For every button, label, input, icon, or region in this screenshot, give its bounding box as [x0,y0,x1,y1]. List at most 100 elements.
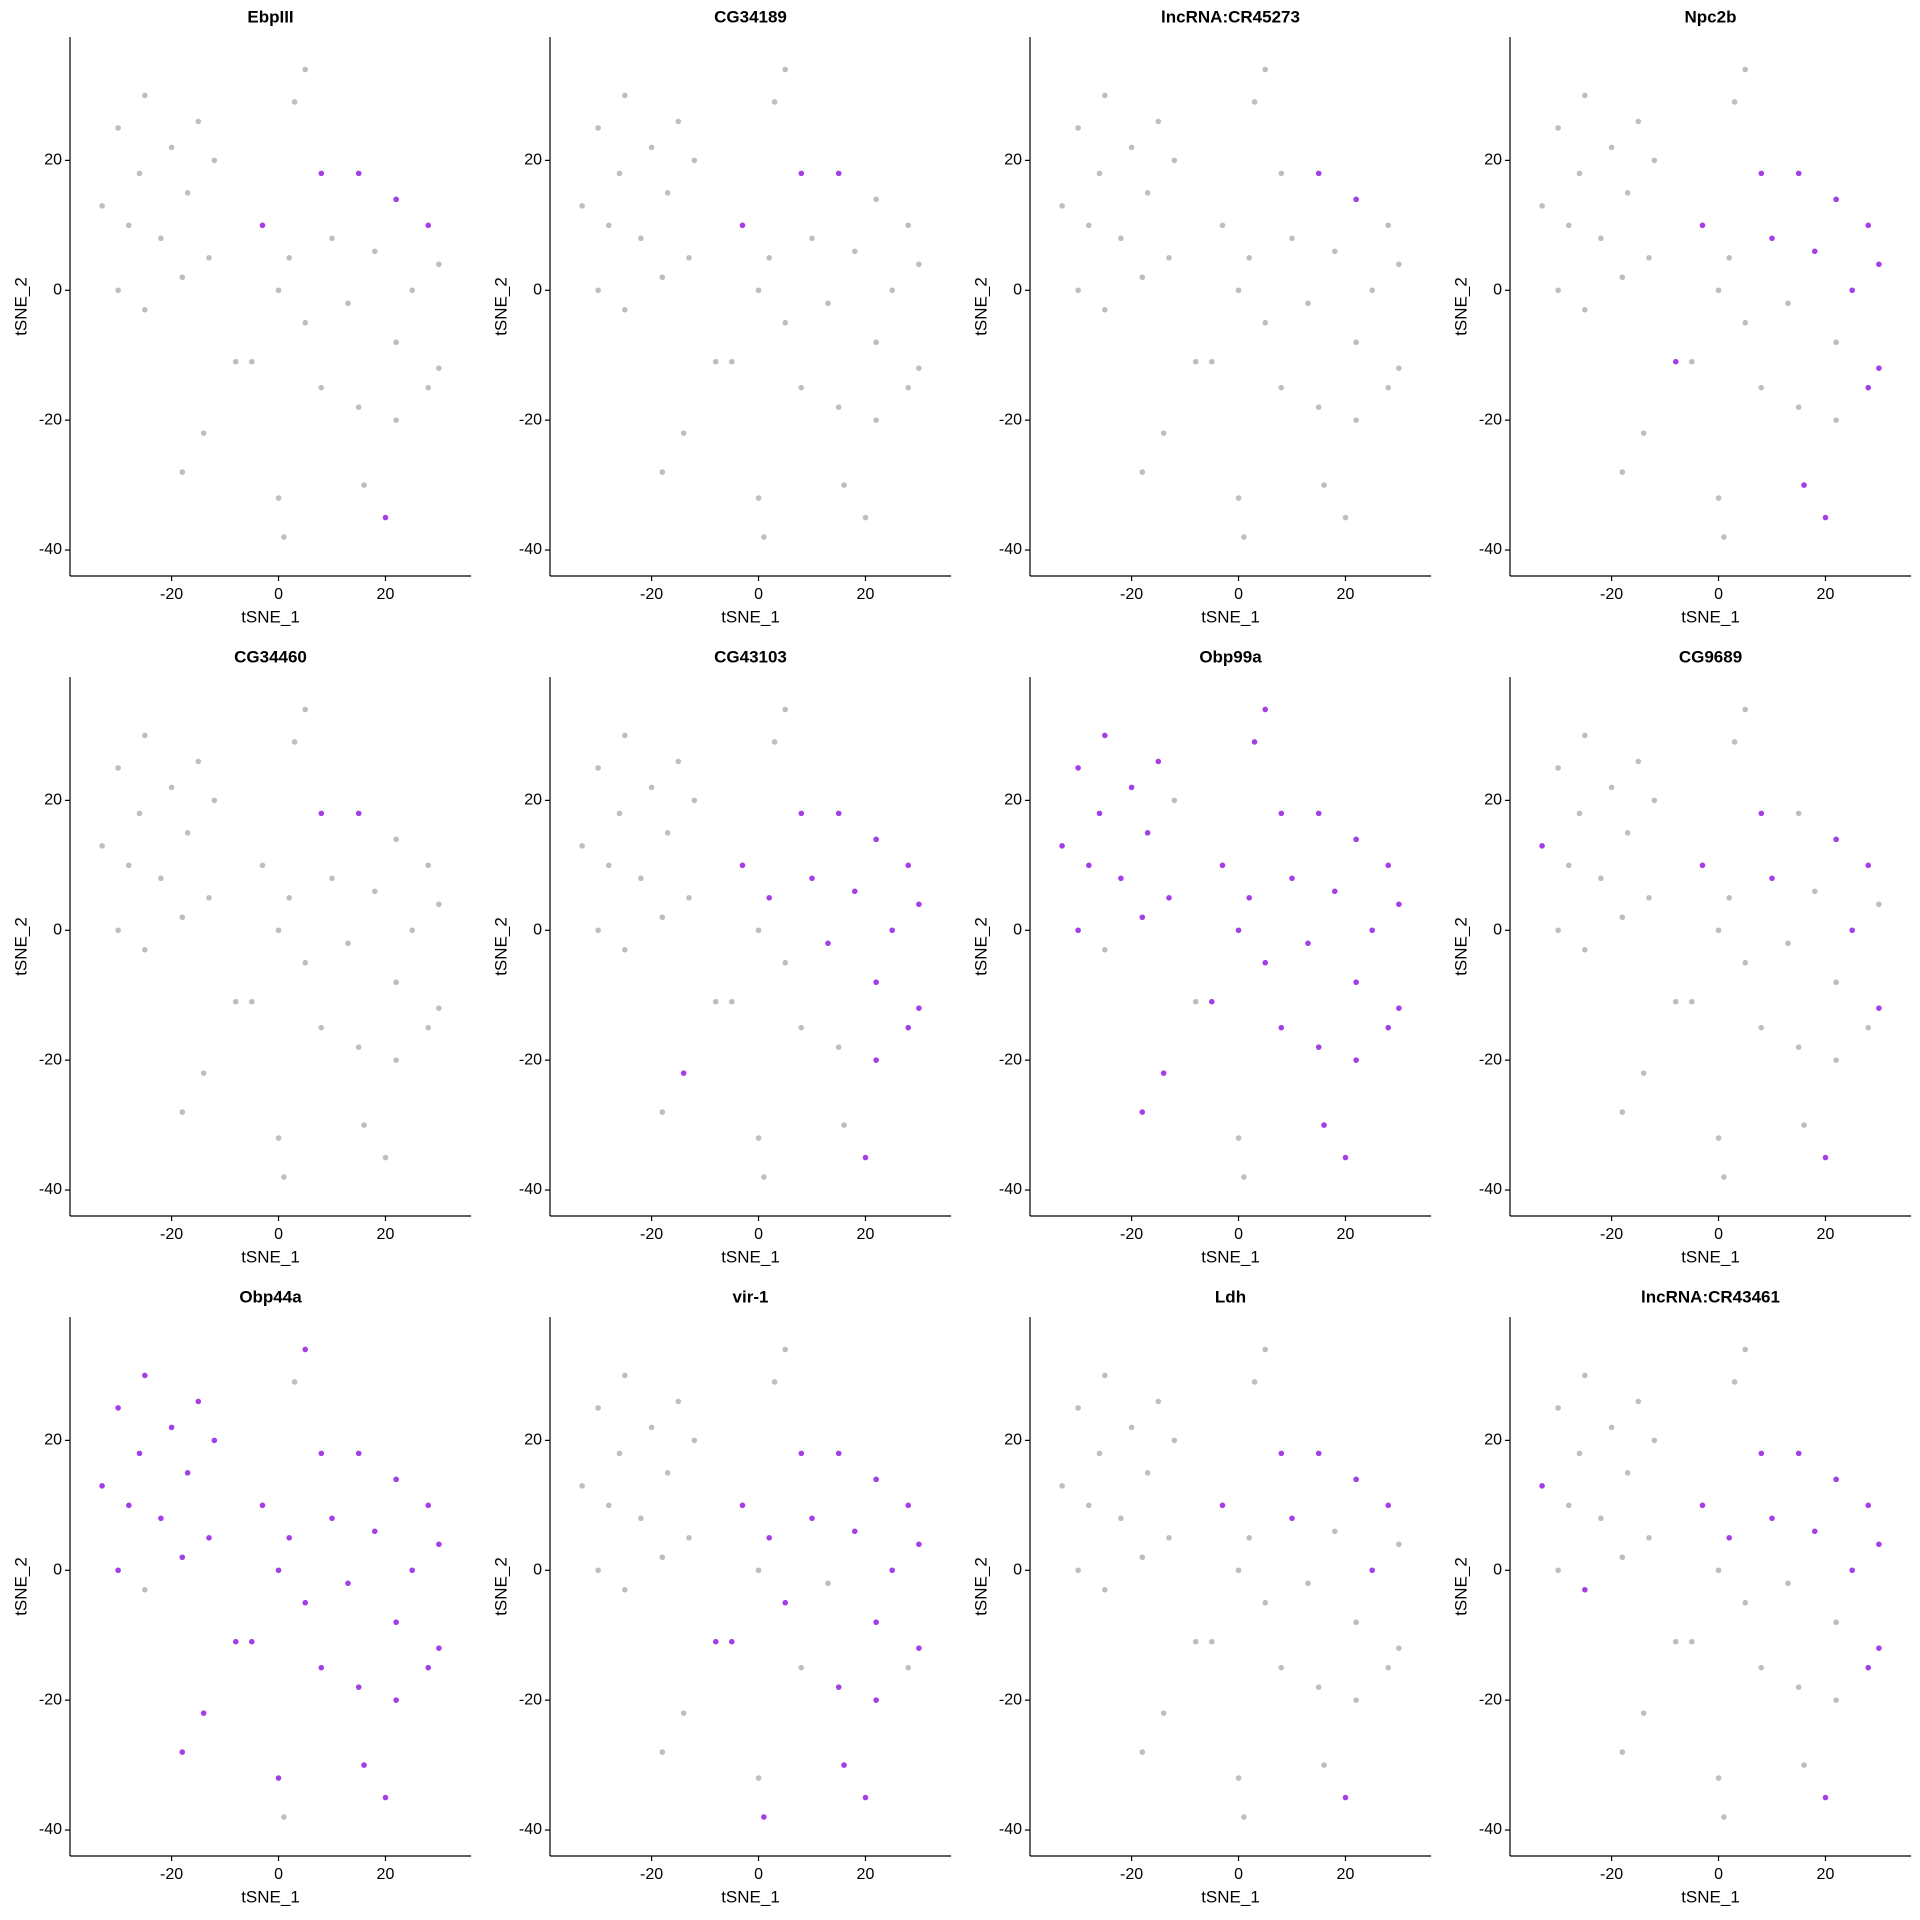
point [1353,1697,1359,1703]
point [659,274,666,281]
point [1582,1372,1588,1379]
point [200,1710,207,1716]
point [905,862,912,869]
point [728,358,735,365]
point [712,998,719,1005]
x-tick-label: 0 [754,1226,763,1243]
point [1144,1470,1151,1476]
point [179,914,186,921]
point [318,1664,325,1671]
point [1342,1794,1349,1801]
y-axis-label: tSNE_2 [971,917,990,976]
point [1635,118,1642,125]
point [1715,1567,1722,1574]
point [1672,358,1679,365]
point [1385,1664,1392,1671]
x-tick-label: 20 [1337,1866,1355,1883]
y-tick-label: 0 [533,281,542,298]
point [115,1405,121,1411]
point [755,927,762,934]
point [281,534,287,540]
point [675,118,682,125]
point [1096,1450,1103,1457]
point [259,1502,266,1509]
y-tick-label: 20 [1484,792,1502,809]
point [1369,1567,1375,1574]
x-tick-label: -20 [160,586,183,603]
point [771,99,778,105]
point [1315,1450,1322,1457]
x-tick-label: -20 [640,1226,663,1243]
x-tick-label: 0 [754,586,763,603]
point [1769,875,1775,882]
point [1315,1684,1322,1690]
point [136,1450,143,1457]
y-tick-label: -20 [39,1691,62,1708]
point [1785,940,1791,947]
x-tick-label: 0 [754,1866,763,1883]
panel: lncRNA:CR45273 -20 0 20 -40 -20 0 20 tSNE_1 tSNE_… [971,7,1431,626]
point [436,1541,442,1548]
x-axis-label: tSNE_1 [721,1247,780,1266]
x-tick-label: 0 [274,586,283,603]
point [739,862,746,869]
y-tick-label: -40 [519,541,542,558]
point [1192,1638,1199,1645]
point [1576,1450,1583,1457]
x-tick-label: 0 [274,1226,283,1243]
point [1128,144,1135,151]
point [1608,144,1615,151]
x-tick-label: 20 [377,1226,395,1243]
point [1315,810,1322,817]
y-tick-label: 20 [44,1432,62,1449]
point [916,1645,922,1651]
point [1624,830,1631,836]
point [1219,862,1226,869]
point [1849,287,1855,294]
point [425,1502,432,1509]
x-tick-label: 20 [1817,1866,1835,1883]
point [798,170,805,177]
point [1566,862,1572,869]
point [206,1534,212,1541]
point [1619,1109,1626,1115]
point [1715,1135,1722,1141]
point [168,144,175,151]
point [1822,514,1829,521]
y-tick-label: 0 [53,921,62,938]
point [782,959,789,966]
point [761,534,767,540]
panel: lncRNA:CR43461 -20 0 20 -40 -20 0 20 tSNE_1 tSNE_… [1451,1287,1911,1906]
x-tick-label: -20 [1120,586,1143,603]
point [184,1470,191,1476]
y-tick-label: 0 [1013,1561,1022,1578]
point [393,1476,399,1483]
point [1795,1044,1802,1050]
y-tick-label: 20 [524,1432,542,1449]
y-axis-label: tSNE_2 [11,1557,30,1616]
point [1801,1762,1807,1768]
chart-title: CG9689 [1679,647,1742,666]
point [382,1154,389,1161]
point [579,843,585,849]
point [382,1794,389,1801]
point [1208,1638,1215,1645]
point [1305,300,1311,307]
point [126,222,132,229]
point [371,888,378,895]
point [318,170,325,177]
x-axis-label: tSNE_1 [721,1887,780,1906]
x-tick-label: -20 [1120,1226,1143,1243]
point [436,1645,442,1651]
point [1385,384,1392,391]
point [1246,894,1253,901]
point [1795,1684,1802,1690]
point [361,1762,367,1768]
point [1795,170,1802,177]
point [606,222,612,229]
point [1086,1502,1092,1509]
point [355,1044,362,1050]
point [1331,888,1338,895]
point [1582,946,1588,953]
x-tick-label: 0 [274,1866,283,1883]
